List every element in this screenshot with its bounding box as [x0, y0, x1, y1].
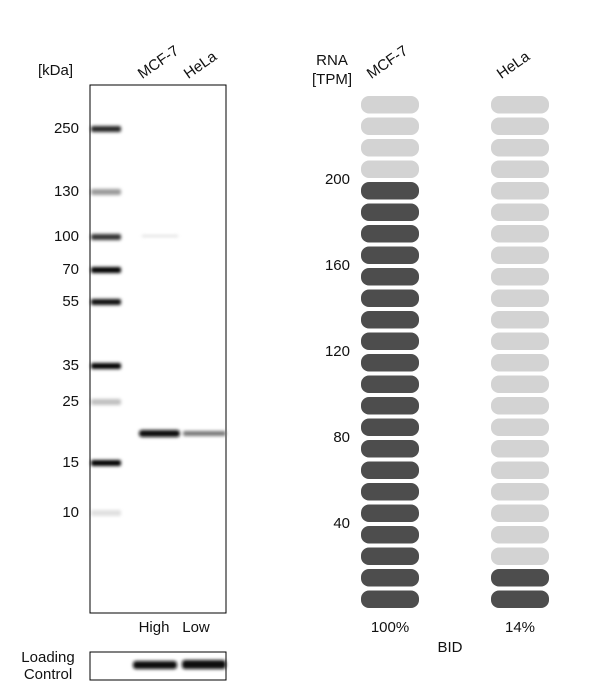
pill-empty [491, 354, 549, 372]
unit-label: [kDa] [38, 62, 73, 79]
pill [361, 504, 419, 522]
pill [361, 526, 419, 544]
pill-empty [491, 526, 549, 544]
expression-level: Low [182, 619, 210, 636]
y-tick-label: 120 [325, 343, 350, 360]
pill [361, 203, 419, 221]
y-tick-label: 200 [325, 171, 350, 188]
ladder-band [91, 234, 121, 240]
column-label: HeLa [494, 48, 534, 83]
marker-label: 250 [54, 120, 79, 137]
ladder-band [91, 399, 121, 405]
axis-label: [TPM] [312, 71, 352, 88]
pill [361, 246, 419, 264]
pill [491, 569, 549, 587]
pill [361, 483, 419, 501]
marker-label: 55 [62, 293, 79, 310]
pill [361, 418, 419, 436]
band [133, 661, 177, 669]
pill-empty [491, 311, 549, 329]
lane-label: MCF-7 [135, 42, 182, 82]
pill-empty [491, 225, 549, 243]
loading-label: Loading [21, 649, 74, 666]
y-tick-label: 160 [325, 257, 350, 274]
expression-level: High [139, 619, 170, 636]
pill [361, 397, 419, 415]
ladder-band [91, 510, 121, 516]
pill [361, 375, 419, 393]
pill [361, 268, 419, 286]
pill [361, 440, 419, 458]
pill [361, 311, 419, 329]
pill [361, 225, 419, 243]
marker-label: 70 [62, 261, 79, 278]
pill [491, 590, 549, 608]
pill-empty [491, 375, 549, 393]
pill [361, 569, 419, 587]
pill-empty [491, 117, 549, 135]
pill-empty [491, 289, 549, 307]
pill-empty [491, 418, 549, 436]
band [183, 431, 226, 436]
pill-empty [491, 547, 549, 565]
blot-frame [89, 84, 227, 614]
ladder [91, 126, 121, 516]
pill-empty [491, 440, 549, 458]
pill [361, 332, 419, 350]
pill-empty [491, 160, 549, 178]
ladder-band [91, 126, 121, 132]
pill-empty [491, 268, 549, 286]
column-label: MCF-7 [364, 42, 411, 82]
band [182, 660, 226, 669]
marker-label: 35 [62, 357, 79, 374]
y-tick-label: 80 [333, 429, 350, 446]
pill-empty [491, 203, 549, 221]
axis-label: RNA [316, 52, 348, 69]
pill-empty [491, 182, 549, 200]
pill-empty [361, 117, 419, 135]
band [142, 235, 178, 237]
pill [361, 590, 419, 608]
marker-label: 10 [62, 504, 79, 521]
pill-empty [491, 332, 549, 350]
pill-empty [491, 504, 549, 522]
pill-empty [491, 397, 549, 415]
sample-bands [139, 235, 226, 437]
ladder-band [91, 189, 121, 195]
lane-label: HeLa [181, 48, 221, 83]
pill-empty [491, 461, 549, 479]
value-label: 100% [371, 619, 409, 636]
pill [361, 461, 419, 479]
pill-empty [361, 96, 419, 114]
ladder-band [91, 460, 121, 466]
pill-empty [491, 139, 549, 157]
loading-label: Control [24, 666, 72, 683]
pill-empty [491, 96, 549, 114]
pill-empty [491, 483, 549, 501]
marker-label: 100 [54, 228, 79, 245]
ladder-band [91, 363, 121, 369]
pill-empty [361, 160, 419, 178]
ladder-band [91, 267, 121, 273]
y-tick-label: 40 [333, 515, 350, 532]
pill-empty [361, 139, 419, 157]
marker-label: 25 [62, 393, 79, 410]
pill [361, 289, 419, 307]
pill [361, 182, 419, 200]
pill-empty [491, 246, 549, 264]
loading-bands [133, 660, 226, 669]
pill [361, 354, 419, 372]
pill [361, 547, 419, 565]
value-label: 14% [505, 619, 535, 636]
marker-label: 130 [54, 183, 79, 200]
marker-label: 15 [62, 454, 79, 471]
ladder-band [91, 299, 121, 305]
band [139, 430, 180, 437]
gene-name: BID [437, 639, 462, 656]
